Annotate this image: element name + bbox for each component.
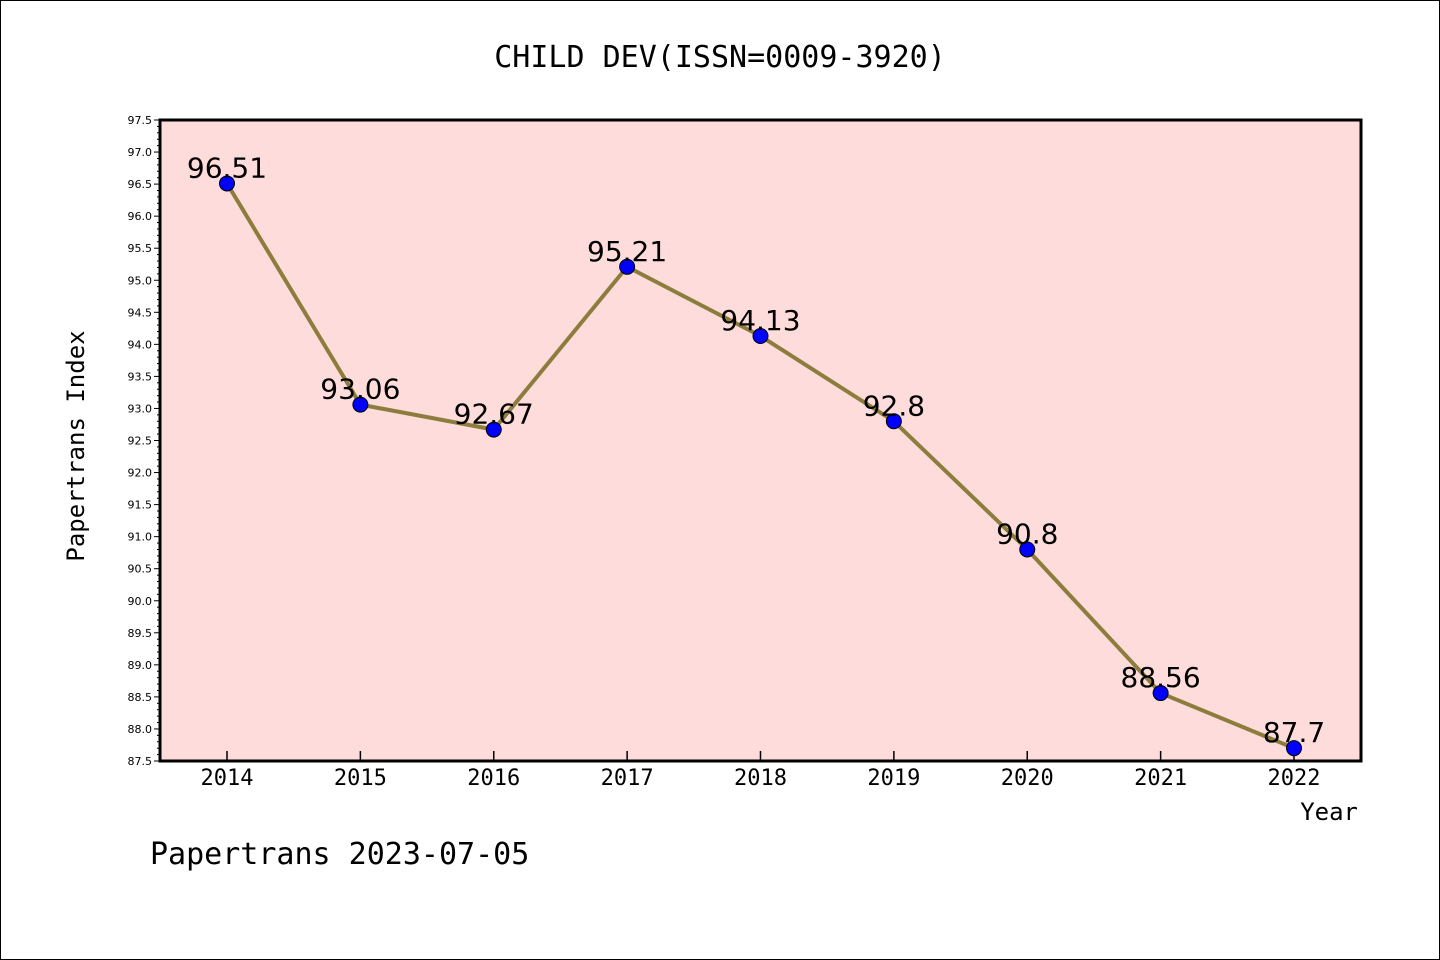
y-tick-label-10: 92.5 (128, 435, 153, 448)
y-tick-label-19: 97.0 (128, 146, 153, 159)
series-group: 96.51 93.06 92.67 95.21 94.13 92.8 90.8 88.56 87… (187, 151, 1325, 757)
y-tick-label-11: 93.0 (128, 402, 153, 415)
y-tick-label-0: 87.5 (128, 755, 153, 768)
y-tick-label-16: 95.5 (128, 242, 153, 255)
data-label-2021: 88.56 (1121, 661, 1201, 694)
x-tick-label-1: 2015 (334, 766, 387, 791)
data-point-2021 (1152, 685, 1169, 702)
x-tick-label-4: 2018 (734, 766, 787, 791)
y-tick-label-17: 96.0 (128, 210, 153, 223)
data-point-2016 (485, 421, 502, 438)
y-tick-label-1: 88.0 (128, 723, 153, 736)
x-tick-label-2: 2016 (467, 766, 520, 791)
y-tick-label-3: 89.0 (128, 659, 153, 672)
y-tick-label-8: 91.5 (128, 499, 153, 512)
footer-text: Papertrans 2023-07-05 (150, 837, 529, 872)
y-tick-label-6: 90.5 (128, 563, 153, 576)
plot-area (160, 120, 1361, 761)
y-axis-label: Papertrans Index (62, 330, 90, 561)
x-tick-label-7: 2021 (1134, 766, 1187, 791)
data-label-2015: 93.06 (320, 373, 400, 406)
x-tick-label-0: 2014 (201, 766, 254, 791)
x-tick-label-6: 2020 (1001, 766, 1054, 791)
data-point-2017 (619, 258, 636, 275)
x-tick-label-8: 2022 (1268, 766, 1321, 791)
y-tick-label-4: 89.5 (128, 627, 153, 640)
y-tick-label-7: 91.0 (128, 531, 153, 544)
y-tick-label-5: 90.0 (128, 595, 153, 608)
y-axis: 87.5 88.0 88.5 89.0 89.5 90.0 90.5 91.0 91.5 92.0… (128, 114, 160, 768)
data-point-2015 (352, 396, 369, 413)
y-tick-label-15: 95.0 (128, 274, 153, 287)
data-point-2022 (1286, 740, 1302, 757)
data-point-2020 (1019, 541, 1036, 558)
data-label-2016: 92.67 (454, 398, 534, 431)
y-tick-label-12: 93.5 (128, 370, 153, 383)
x-tick-label-5: 2019 (867, 766, 920, 791)
data-label-2014: 96.51 (187, 151, 267, 184)
chart-title: CHILD DEV(ISSN=0009-3920) (494, 40, 946, 75)
data-point-2014 (219, 175, 235, 192)
data-label-2018: 94.13 (720, 304, 800, 337)
y-tick-label-9: 92.0 (128, 467, 153, 480)
y-tick-label-20: 97.5 (128, 114, 153, 127)
y-tick-label-13: 94.0 (128, 338, 153, 351)
y-tick-label-2: 88.5 (128, 691, 153, 704)
data-point-2019 (885, 413, 902, 430)
data-point-2018 (752, 328, 769, 345)
data-label-2020: 90.8 (996, 517, 1058, 550)
x-axis: 2014 2015 2016 2017 2018 2019 2020 2021 2022 (201, 751, 1321, 791)
x-tick-label-3: 2017 (601, 766, 654, 791)
data-label-2019: 92.8 (863, 389, 925, 422)
data-label-2017: 95.21 (587, 235, 667, 268)
data-label-2022: 87.7 (1263, 716, 1325, 749)
y-tick-label-18: 96.5 (128, 178, 153, 191)
y-tick-label-14: 94.5 (128, 306, 153, 319)
plot-border (158, 118, 1363, 763)
x-axis-label: Year (1300, 798, 1358, 826)
